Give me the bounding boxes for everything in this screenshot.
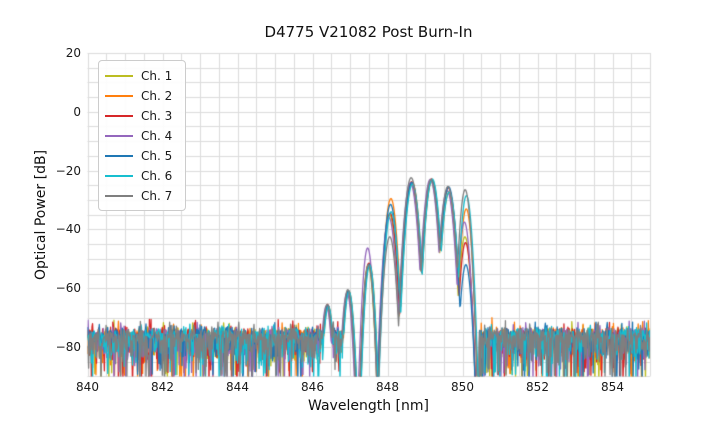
legend-line-sample <box>105 175 133 177</box>
legend-label: Ch. 1 <box>141 69 173 83</box>
y-tick-label: 20 <box>65 46 81 60</box>
legend-label: Ch. 4 <box>141 129 173 143</box>
legend-line-sample <box>105 195 133 197</box>
y-tick-label: −40 <box>55 222 81 237</box>
legend-line-sample <box>105 75 133 77</box>
x-tick-label: 850 <box>451 380 474 394</box>
legend-label: Ch. 2 <box>141 89 173 103</box>
x-tick-label: 848 <box>376 380 399 394</box>
legend-entry: Ch. 2 <box>99 86 185 106</box>
legend-line-sample <box>105 135 133 137</box>
y-tick-label: 0 <box>73 104 81 119</box>
y-tick-label: −60 <box>55 281 81 296</box>
x-tick-label: 854 <box>601 380 624 394</box>
legend-label: Ch. 3 <box>141 109 173 123</box>
legend: Ch. 1 Ch. 2 Ch. 3 Ch. 4 Ch. 5 Ch. 6 Ch. 7 <box>98 60 186 211</box>
legend-label: Ch. 6 <box>141 169 173 183</box>
legend-label: Ch. 5 <box>141 149 173 163</box>
legend-entry: Ch. 7 <box>99 186 185 206</box>
x-axis-label: Wavelength [nm] <box>308 398 429 414</box>
legend-entry: Ch. 3 <box>99 106 185 126</box>
legend-entry: Ch. 4 <box>99 126 185 146</box>
legend-line-sample <box>105 95 133 97</box>
legend-entry: Ch. 5 <box>99 146 185 166</box>
x-tick-label: 852 <box>526 380 549 394</box>
x-tick-label: 840 <box>76 380 99 394</box>
chart-title: D4775 V21082 Post Burn-In <box>264 23 473 41</box>
x-tick-label: 844 <box>226 380 249 394</box>
legend-label: Ch. 7 <box>141 189 173 203</box>
legend-line-sample <box>105 155 133 157</box>
y-tick-label: −20 <box>55 163 81 178</box>
x-tick-label: 842 <box>151 380 174 394</box>
legend-entry: Ch. 6 <box>99 166 185 186</box>
legend-entry: Ch. 1 <box>99 66 185 86</box>
x-tick-label: 846 <box>301 380 324 394</box>
legend-line-sample <box>105 115 133 117</box>
y-tick-label: −80 <box>55 340 81 354</box>
